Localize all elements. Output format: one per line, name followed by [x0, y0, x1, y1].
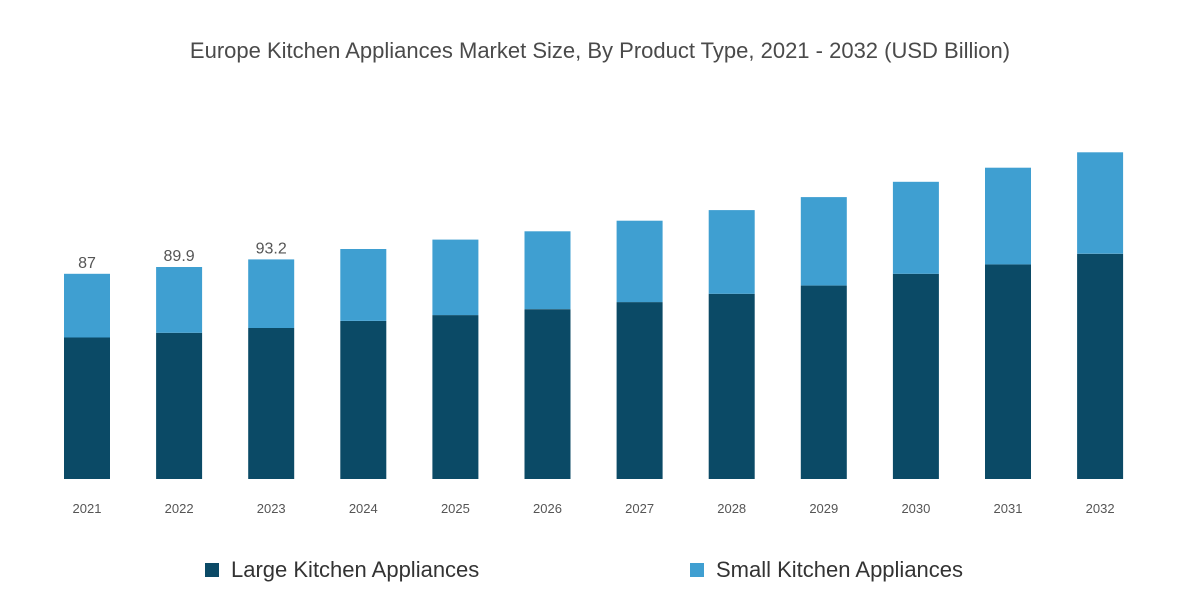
x-tick-label-2027: 2027 [625, 501, 654, 516]
bar-small-2029 [800, 197, 847, 286]
x-tick-label-2025: 2025 [441, 501, 470, 516]
legend-item-small: Small Kitchen Appliances [690, 556, 963, 584]
x-tick-label-2028: 2028 [717, 501, 746, 516]
bar-small-2025 [432, 239, 479, 316]
bar-large-2021 [64, 337, 110, 479]
bar-large-2022 [156, 332, 203, 479]
bar-small-2032 [1077, 152, 1124, 254]
legend-label-small: Small Kitchen Appliances [716, 557, 964, 582]
bar-small-2023 [248, 259, 295, 328]
x-tick-label-2026: 2026 [533, 501, 562, 516]
bar-large-2028 [708, 293, 755, 479]
legend-item-large: Large Kitchen Appliances [205, 556, 479, 584]
bar-small-2030 [892, 181, 939, 274]
data-label-2021: 87 [78, 255, 96, 272]
x-tick-label-2022: 2022 [165, 501, 194, 516]
x-tick-label-2021: 2021 [73, 501, 102, 516]
bar-small-2031 [985, 167, 1031, 265]
x-tick-label-2031: 2031 [994, 501, 1023, 516]
bar-large-2027 [616, 302, 663, 479]
bar-large-2032 [1077, 253, 1124, 479]
bar-small-2024 [340, 249, 387, 321]
data-label-2023: 93.2 [256, 240, 287, 257]
bar-large-2030 [892, 273, 939, 479]
x-tick-label-2029: 2029 [809, 501, 838, 516]
legend-label-large: Large Kitchen Appliances [231, 557, 480, 582]
bar-large-2023 [248, 328, 295, 479]
bar-small-2021 [64, 273, 110, 338]
x-tick-label-2030: 2030 [901, 501, 930, 516]
x-tick-label-2023: 2023 [257, 501, 286, 516]
legend-swatch-large [205, 563, 219, 577]
bar-small-2022 [156, 267, 203, 333]
bar-large-2026 [524, 309, 571, 479]
bar-small-2028 [708, 210, 755, 294]
bar-large-2029 [800, 285, 847, 479]
data-label-2022: 89.9 [164, 248, 195, 265]
chart-title: Europe Kitchen Appliances Market Size, B… [189, 38, 1011, 63]
bar-small-2026 [524, 231, 571, 310]
x-tick-label-2032: 2032 [1086, 501, 1115, 516]
bar-large-2025 [432, 315, 479, 479]
bar-large-2031 [985, 264, 1031, 479]
bar-large-2024 [340, 321, 387, 479]
x-tick-label-2024: 2024 [349, 501, 378, 516]
bar-small-2027 [616, 220, 663, 303]
legend-swatch-small [690, 563, 704, 577]
